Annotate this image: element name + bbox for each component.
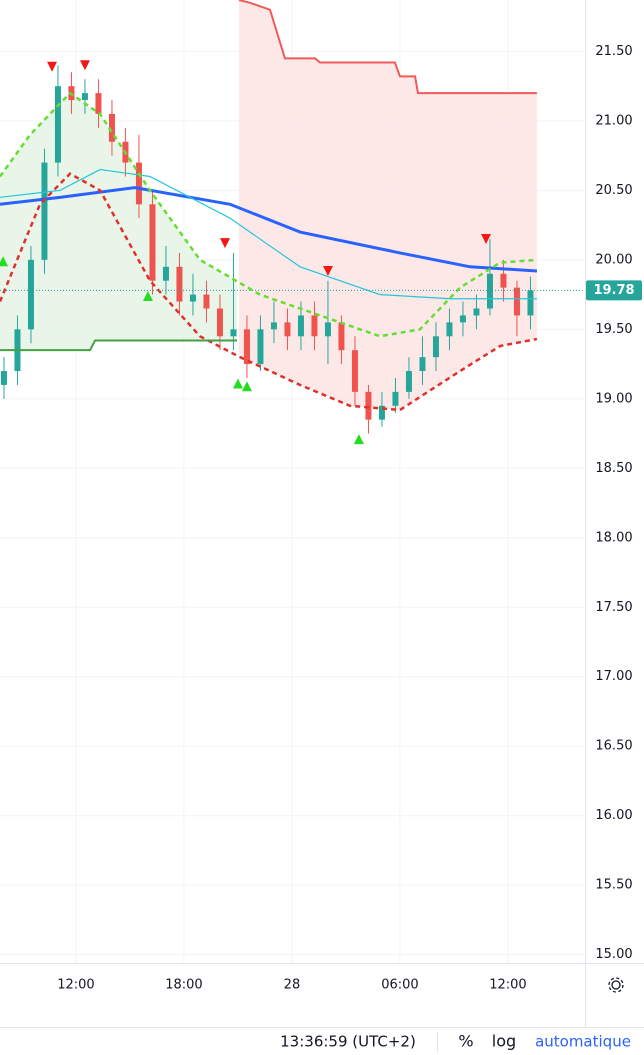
candle-body xyxy=(81,93,88,101)
last-price-label: 19.78 xyxy=(593,283,634,298)
candle-body xyxy=(365,391,372,420)
y-tick-label: 16.00 xyxy=(595,808,632,823)
indicator-line xyxy=(238,0,537,95)
fill-group xyxy=(0,93,238,351)
y-tick-label: 18.00 xyxy=(595,530,632,545)
signal-marker xyxy=(79,60,90,71)
log-toggle[interactable]: log xyxy=(492,1032,516,1051)
candle-body xyxy=(405,371,412,392)
candle-body xyxy=(0,371,7,385)
band-fill xyxy=(0,93,238,351)
candle-body xyxy=(270,322,277,330)
candle-body xyxy=(486,273,493,309)
signal-marker xyxy=(232,378,243,389)
fill-group xyxy=(239,0,537,410)
indicator-line xyxy=(0,91,538,338)
candle-body xyxy=(513,287,520,316)
y-tick-label: 17.50 xyxy=(595,600,632,615)
x-tick-label: 18:00 xyxy=(165,978,202,993)
y-tick-label: 20.50 xyxy=(595,183,632,198)
candle-body xyxy=(419,357,426,372)
indicator-line xyxy=(0,172,538,412)
candle-body xyxy=(311,315,318,337)
candle-body xyxy=(243,329,250,365)
candle-body xyxy=(392,391,399,406)
candle-body xyxy=(189,294,196,302)
settings-button[interactable] xyxy=(608,977,624,993)
candle-body xyxy=(459,315,466,323)
x-tick-label: 12:00 xyxy=(489,978,526,993)
candle-body xyxy=(284,322,291,337)
y-tick-label: 21.00 xyxy=(595,113,632,128)
candle-body xyxy=(203,294,210,309)
candle-body xyxy=(41,162,48,260)
signal-marker xyxy=(322,265,333,276)
x-tick-label: 12:00 xyxy=(57,978,94,993)
fill-group xyxy=(239,0,537,410)
signal-marker xyxy=(142,290,153,301)
candle-body xyxy=(432,336,439,358)
candle-body xyxy=(446,322,453,337)
x-tick-label: 06:00 xyxy=(381,978,418,993)
y-tick-label: 19.00 xyxy=(595,391,632,406)
y-tick-label: 21.50 xyxy=(595,44,632,59)
candle-body xyxy=(473,308,480,316)
clock: 13:36:59 (UTC+2) xyxy=(280,1033,416,1051)
candle-body xyxy=(216,308,223,337)
fill-group xyxy=(0,93,238,351)
candle-body xyxy=(27,259,34,330)
indicator-line xyxy=(0,186,538,273)
y-tick-label: 15.50 xyxy=(595,878,632,893)
signal-marker xyxy=(0,256,9,267)
candle-body xyxy=(338,322,345,351)
candle-body xyxy=(257,329,264,365)
candle-body xyxy=(324,322,331,337)
x-tick-label: 28 xyxy=(284,978,301,993)
plot-area xyxy=(0,0,585,963)
y-tick-label: 15.00 xyxy=(595,947,632,962)
percent-toggle[interactable]: % xyxy=(458,1032,473,1051)
y-tick-label: 20.00 xyxy=(595,252,632,267)
y-tick-label: 19.50 xyxy=(595,322,632,337)
auto-toggle[interactable]: automatique xyxy=(535,1033,631,1051)
last-price-tag xyxy=(586,280,642,301)
indicator-line xyxy=(0,339,238,352)
signal-marker xyxy=(481,234,491,245)
candle-body xyxy=(297,315,304,337)
y-tick-label: 18.50 xyxy=(595,461,632,476)
candle-body xyxy=(162,266,169,281)
candle-body xyxy=(230,329,237,337)
signal-marker xyxy=(220,238,230,249)
candle-body xyxy=(149,204,156,281)
candle-body xyxy=(135,162,142,205)
candle-body xyxy=(108,113,115,142)
signal-marker xyxy=(241,381,252,392)
candle-body xyxy=(95,93,102,114)
candle-body xyxy=(176,266,183,302)
y-tick-label: 16.50 xyxy=(595,739,632,754)
signal-marker xyxy=(353,434,364,445)
candle-body xyxy=(54,86,61,163)
signal-marker xyxy=(47,61,58,72)
candle-body xyxy=(527,290,534,316)
candle-body xyxy=(378,405,385,420)
y-tick-label: 17.00 xyxy=(595,669,632,684)
indicator-line xyxy=(0,168,537,300)
candle-body xyxy=(500,273,507,288)
band-fill xyxy=(239,0,537,410)
candle-body xyxy=(351,350,358,392)
